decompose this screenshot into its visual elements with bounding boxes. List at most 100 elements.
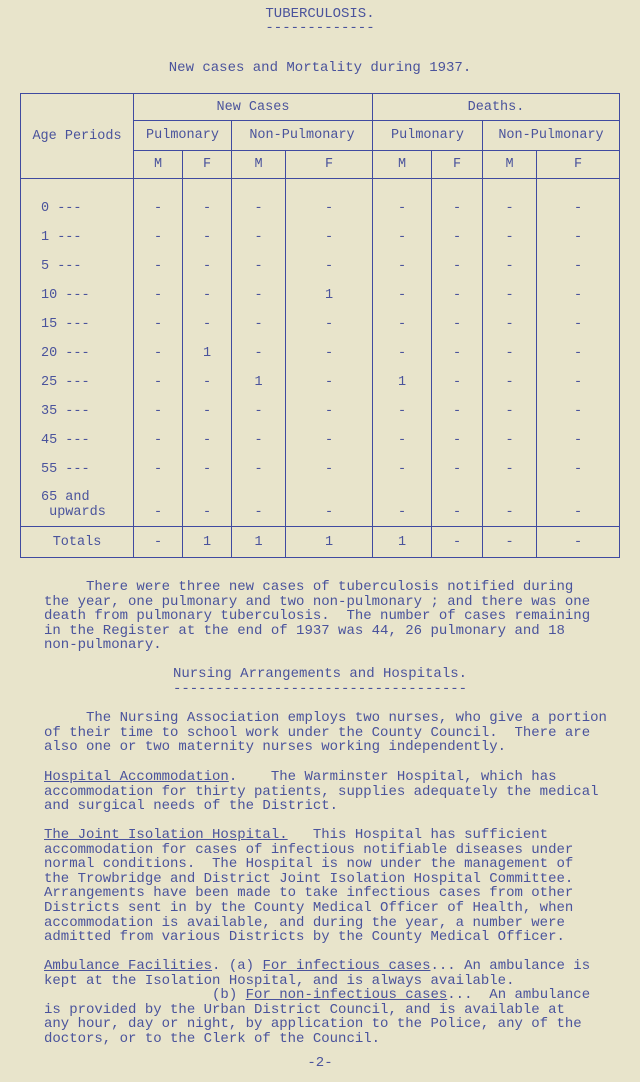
text-line: There were three new cases of tuberculos…	[44, 579, 574, 595]
value-cell: -	[482, 338, 537, 368]
value-cell: -	[231, 454, 286, 484]
value-cell: -	[285, 193, 373, 223]
total-cell: 1	[231, 526, 286, 558]
value-cell: -	[285, 222, 373, 252]
value-cell: -	[536, 454, 620, 484]
value-cell: -	[431, 280, 483, 310]
value-cell: -	[372, 483, 432, 527]
infectious-subheading: For infectious cases	[262, 958, 431, 974]
value-cell: -	[536, 309, 620, 339]
value-cell: -	[133, 367, 183, 397]
value-cell: -	[372, 193, 432, 223]
sub-header: Pulmonary	[133, 120, 232, 151]
value-cell: -	[285, 251, 373, 281]
sex-header: M	[231, 150, 286, 179]
new-cases-header: New Cases	[133, 93, 373, 121]
sub-header: Pulmonary	[372, 120, 483, 151]
value-cell: -	[431, 396, 483, 426]
subtitle: New cases and Mortality during 1937.	[168, 60, 472, 76]
sub-header: Non-Pulmonary	[231, 120, 373, 151]
value-cell: -	[285, 309, 373, 339]
value-cell: -	[133, 483, 183, 527]
value-cell: -	[536, 222, 620, 252]
text-line: accommodation for cases of infectious no…	[44, 841, 574, 858]
text-line: The Nursing Association employs two nurs…	[44, 710, 607, 726]
value-cell: -	[482, 193, 537, 223]
value-cell: -	[182, 367, 232, 397]
text-line: non-pulmonary.	[44, 637, 162, 654]
value-cell: -	[372, 222, 432, 252]
sex-header: M	[482, 150, 537, 179]
value-cell: -	[482, 454, 537, 484]
text-line: accommodation for thirty patients, suppl…	[44, 783, 599, 800]
value-cell: -	[182, 425, 232, 455]
value-cell: -	[133, 454, 183, 484]
table-row: 1 --- - - - - - - - -	[20, 222, 620, 252]
age-period-cell: 5 ---	[20, 251, 134, 281]
isolation-paragraph: The Joint Isolation Hospital. This Hospi…	[44, 828, 573, 945]
value-cell: -	[372, 396, 432, 426]
value-cell: -	[133, 309, 183, 339]
text: . The Warminster Hospital, which has	[228, 769, 557, 785]
value-cell: -	[182, 193, 232, 223]
value-cell: -	[536, 280, 620, 310]
total-cell: -	[431, 526, 483, 558]
value-cell: -	[231, 280, 286, 310]
value-cell: -	[182, 222, 232, 252]
page-title: TUBERCULOSIS.	[265, 6, 375, 22]
value-cell: -	[482, 222, 537, 252]
text-line: accommodation is available, and during t…	[44, 914, 565, 931]
spacer-row	[20, 178, 620, 194]
value-cell: -	[182, 396, 232, 426]
value-cell: -	[133, 222, 183, 252]
spacer-cell	[482, 178, 537, 194]
value-cell: -	[182, 454, 232, 484]
totals-row: Totals -1 1 1 1- - -	[20, 526, 620, 558]
summary-paragraph: There were three new cases of tuberculos…	[44, 580, 590, 653]
value-cell: -	[482, 367, 537, 397]
spacer-cell	[285, 178, 373, 194]
text-line: the year, one pulmonary and two non-pulm…	[44, 593, 591, 610]
value-cell: -	[536, 367, 620, 397]
text-line: Arrangements have been made to take infe…	[44, 885, 574, 902]
value-cell: -	[133, 338, 183, 368]
sub-header: Non-Pulmonary	[482, 120, 620, 151]
value-cell: -	[372, 425, 432, 455]
value-cell: -	[431, 309, 483, 339]
sex-header: F	[182, 150, 232, 179]
age-period-cell: 25 ---	[20, 367, 134, 397]
value-cell: -	[372, 454, 432, 484]
value-cell: -	[133, 251, 183, 281]
age-period-cell: 0 ---	[20, 193, 134, 223]
text-line: doctors, or to the Clerk of the Council.	[44, 1030, 381, 1047]
total-cell: 1	[372, 526, 432, 558]
section-heading: Nursing Arrangements and Hospitals.	[172, 666, 468, 682]
spacer-cell	[20, 178, 134, 194]
value-cell: -	[431, 338, 483, 368]
value-cell: 1	[182, 338, 232, 368]
value-cell: -	[182, 483, 232, 527]
age-period-cell: 35 ---	[20, 396, 134, 426]
section-rule: -----------------------------------	[172, 681, 468, 697]
table-row: 10 --- - - -1- - - -	[20, 280, 620, 310]
value-cell: -	[482, 309, 537, 339]
value-cell: -	[536, 193, 620, 223]
value-cell: -	[536, 483, 620, 527]
page-number: -2-	[307, 1055, 333, 1071]
value-cell: -	[231, 483, 286, 527]
ambulance-paragraph: Ambulance Facilities. (a) For infectious…	[44, 959, 590, 1047]
table-row: 5 --- - - - - - - - -	[20, 251, 620, 281]
text-line: the Trowbridge and District Joint Isolat…	[44, 870, 574, 887]
value-cell: -	[285, 396, 373, 426]
value-cell: -	[482, 483, 537, 527]
total-cell: 1	[285, 526, 373, 558]
text-line: normal conditions. The Hospital is now u…	[44, 856, 574, 873]
value-cell: -	[285, 367, 373, 397]
non-infectious-subheading: For non-infectious cases	[245, 987, 448, 1004]
value-cell: -	[133, 396, 183, 426]
table-row: 45 --- - - - - - - - -	[20, 425, 620, 455]
text-line: of their time to school work under the C…	[44, 724, 591, 741]
text: kept at the Isolation Hospital, and is a…	[44, 972, 515, 989]
value-cell: -	[285, 454, 373, 484]
